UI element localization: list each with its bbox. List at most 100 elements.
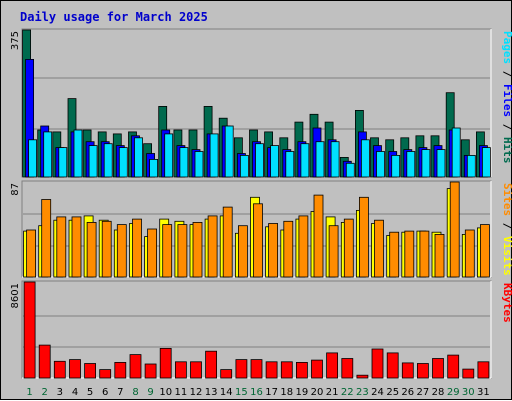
bar-pages-day-13 <box>209 133 219 178</box>
bar-pages-day-10 <box>164 133 174 178</box>
x-tick-label-16: 16 <box>250 387 263 398</box>
bar-pages-day-26 <box>406 151 416 178</box>
x-tick-label-26: 26 <box>401 387 414 398</box>
x-tick-label-30: 30 <box>462 387 475 398</box>
bar-kbytes-day-2 <box>38 344 51 379</box>
bar-pages-day-3 <box>58 147 68 178</box>
bar-kbytes-day-28 <box>432 358 444 379</box>
bar-sites-day-29 <box>449 181 460 278</box>
bar-sites-day-5 <box>86 221 97 278</box>
bar-sites-day-9 <box>147 228 158 278</box>
bar-sites-day-16 <box>253 203 263 278</box>
bar-kbytes-day-16 <box>250 359 263 379</box>
x-tick-label-29: 29 <box>447 387 460 398</box>
x-tick-label-9: 9 <box>147 387 153 398</box>
bar-pages-day-15 <box>239 154 249 178</box>
bar-kbytes-day-15 <box>235 359 248 379</box>
bar-sites-day-12 <box>192 221 203 278</box>
bar-kbytes-day-5 <box>84 363 96 379</box>
panel-legend: Pages / Files / Hits <box>501 31 512 164</box>
x-tick-label-25: 25 <box>386 387 399 398</box>
y-max-label: 375 <box>10 31 21 50</box>
panel-kbytes: 8601 KBytes <box>10 280 512 379</box>
bar-pages-day-18 <box>285 151 295 178</box>
x-tick-label-22: 22 <box>341 387 354 398</box>
y-max-label: 87 <box>10 183 21 196</box>
bar-kbytes-day-3 <box>53 360 66 379</box>
bar-sites-day-18 <box>283 220 294 278</box>
bar-sites-day-26 <box>404 230 415 278</box>
x-tick-label-18: 18 <box>280 387 293 398</box>
x-tick-label-15: 15 <box>235 387 248 398</box>
bar-pages-day-29 <box>451 127 461 178</box>
x-tick-label-31: 31 <box>477 387 490 398</box>
bar-sites-day-28 <box>434 233 445 278</box>
bar-sites-day-15 <box>237 225 248 278</box>
x-tick-label-24: 24 <box>371 387 384 398</box>
x-tick-label-20: 20 <box>311 387 324 398</box>
x-tick-label-14: 14 <box>220 387 233 398</box>
legend-entry: / <box>501 117 512 137</box>
bar-kbytes-day-19 <box>295 361 308 379</box>
bar-kbytes-day-12 <box>190 361 202 379</box>
bar-sites-day-30 <box>464 229 475 278</box>
bar-sites-day-14 <box>222 206 233 278</box>
x-tick-label-12: 12 <box>190 387 203 398</box>
bar-sites-day-4 <box>71 216 82 278</box>
bar-pages-day-11 <box>179 147 189 178</box>
x-tick-label-3: 3 <box>57 387 63 398</box>
x-tick-label-23: 23 <box>356 387 369 398</box>
bar-sites-day-2 <box>41 199 52 278</box>
bar-pages-day-9 <box>149 158 159 178</box>
legend-entry: Hits <box>501 137 512 164</box>
bar-sites-day-27 <box>419 230 430 278</box>
bar-sites-day-22 <box>343 218 354 278</box>
bar-pages-day-4 <box>73 129 83 178</box>
legend-entry: KBytes <box>501 283 512 323</box>
bar-pages-day-7 <box>118 147 128 178</box>
bar-kbytes-day-22 <box>341 358 354 379</box>
bar-sites-day-25 <box>389 231 400 278</box>
x-tick-label-6: 6 <box>102 387 108 398</box>
bar-kbytes-day-14 <box>220 369 233 379</box>
x-tick-label-2: 2 <box>42 387 48 398</box>
bar-kbytes-day-9 <box>144 363 157 379</box>
bar-kbytes-day-25 <box>386 352 399 379</box>
bar-sites-day-8 <box>132 218 142 278</box>
panel-legend: KBytes <box>501 283 512 323</box>
legend-entry: Files <box>501 84 512 117</box>
bar-pages-day-2 <box>43 131 53 178</box>
y-max-label: 8601 <box>10 283 21 308</box>
bar-sites-day-20 <box>313 194 324 278</box>
x-tick-label-8: 8 <box>132 387 138 398</box>
panel-hits-files-pages: 375 Pages / Files / Hits <box>10 28 512 178</box>
x-tick-label-11: 11 <box>175 387 188 398</box>
x-tick-label-21: 21 <box>326 387 339 398</box>
legend-entry: Sites <box>501 183 512 216</box>
legend-entry: / <box>501 64 512 84</box>
bar-sites-day-19 <box>298 215 309 278</box>
panel-legend: Sites / Visits <box>501 183 512 276</box>
bar-kbytes-day-8 <box>129 354 142 379</box>
chart-title: Daily usage for March 2025 <box>20 10 208 24</box>
bar-sites-day-24 <box>374 219 384 278</box>
bar-pages-day-6 <box>103 143 113 178</box>
bar-sites-day-6 <box>101 220 112 278</box>
x-tick-label-4: 4 <box>72 387 78 398</box>
x-tick-label-19: 19 <box>296 387 309 398</box>
x-tick-label-28: 28 <box>432 387 445 398</box>
x-tick-label-5: 5 <box>87 387 93 398</box>
bar-kbytes-day-20 <box>311 359 323 379</box>
bar-pages-day-8 <box>134 137 143 178</box>
panel-visits-sites: 87 Sites / Visits <box>10 180 512 278</box>
bar-sites-day-3 <box>56 216 67 278</box>
bar-pages-day-20 <box>315 141 325 178</box>
bar-sites-day-11 <box>177 224 188 278</box>
bar-pages-day-12 <box>194 151 204 178</box>
x-tick-label-7: 7 <box>117 387 123 398</box>
x-tick-label-1: 1 <box>26 387 32 398</box>
bar-pages-day-28 <box>436 149 446 178</box>
bar-pages-day-5 <box>88 145 98 178</box>
